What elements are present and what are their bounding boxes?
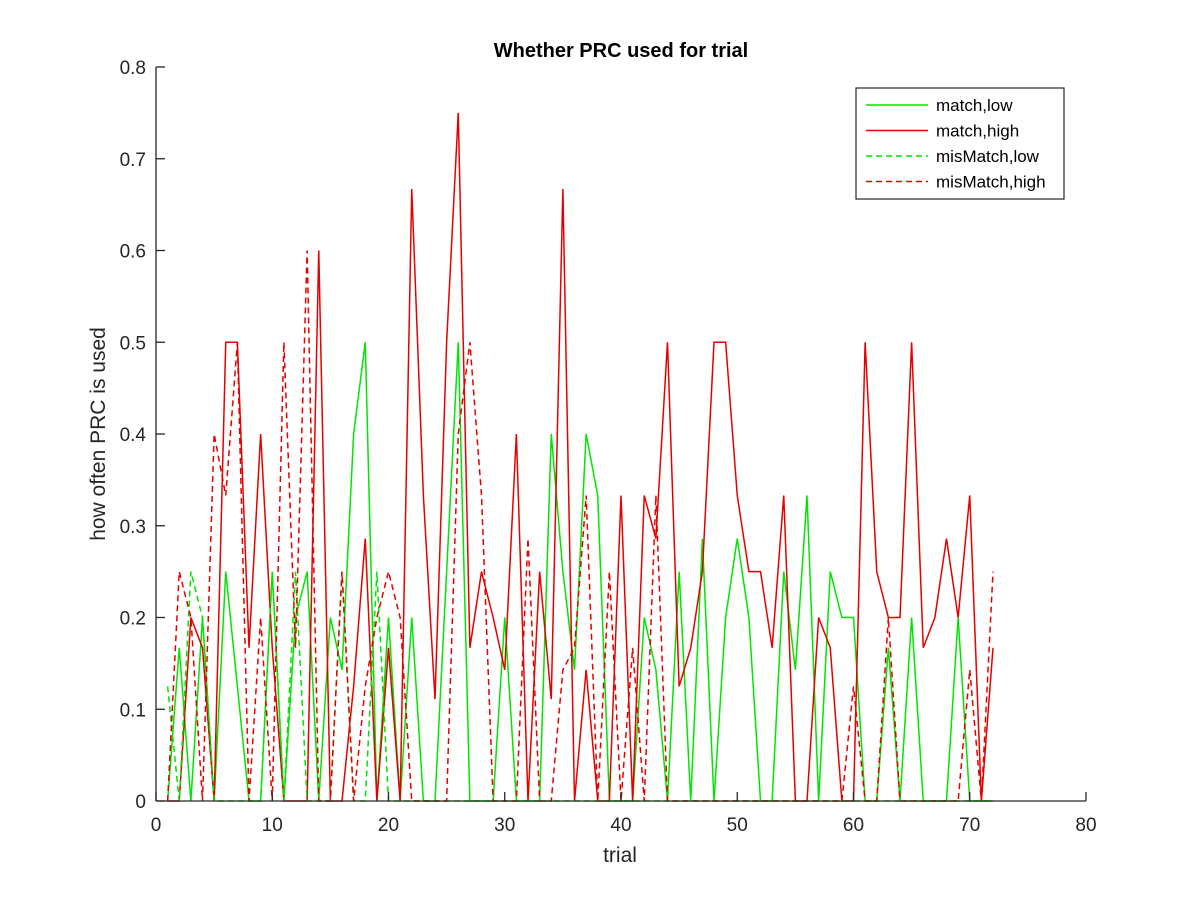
x-tick-label: 40 [610, 815, 631, 836]
legend: match,low match,high misMatch,low misMatch,… [855, 87, 1065, 200]
y-tick-label: 0.7 [120, 150, 146, 171]
chart-title: Whether PRC used for trial [494, 40, 748, 62]
plot-area [166, 112, 994, 802]
y-tick-label: 0.8 [120, 58, 146, 79]
x-axis-label: trial [603, 844, 637, 867]
x-tick-label: 70 [959, 815, 980, 836]
legend-label: misMatch,low [936, 147, 1040, 166]
legend-label: match,high [936, 122, 1019, 141]
x-tick-label: 10 [262, 815, 283, 836]
x-tick-label: 80 [1075, 815, 1096, 836]
series-line-match-low [166, 342, 993, 802]
x-tick-label: 30 [494, 815, 515, 836]
legend-label: misMatch,high [936, 173, 1046, 192]
y-tick-label: 0.3 [120, 517, 146, 538]
legend-box [855, 87, 1065, 200]
y-tick-label: 0.5 [120, 333, 146, 354]
series-line-mismatch-high [166, 250, 994, 802]
x-tick-label: 60 [843, 815, 864, 836]
y-axis: 0 0.1 0.2 0.3 0.4 0.5 0.6 0.7 0.8 [120, 58, 165, 813]
x-tick-label: 50 [727, 815, 748, 836]
y-tick-label: 0.1 [120, 700, 146, 721]
x-axis: 0 10 20 30 40 50 60 70 80 [151, 792, 1097, 836]
y-tick-label: 0.6 [120, 242, 146, 263]
legend-label: match,low [936, 96, 1013, 115]
y-tick-label: 0 [135, 792, 146, 813]
x-tick-label: 0 [151, 815, 162, 836]
y-axis-label: how often PRC is used [87, 327, 110, 541]
y-tick-label: 0.4 [120, 425, 147, 446]
x-tick-label: 20 [378, 815, 399, 836]
series-line-match-high [167, 112, 994, 802]
y-tick-label: 0.2 [120, 609, 146, 630]
